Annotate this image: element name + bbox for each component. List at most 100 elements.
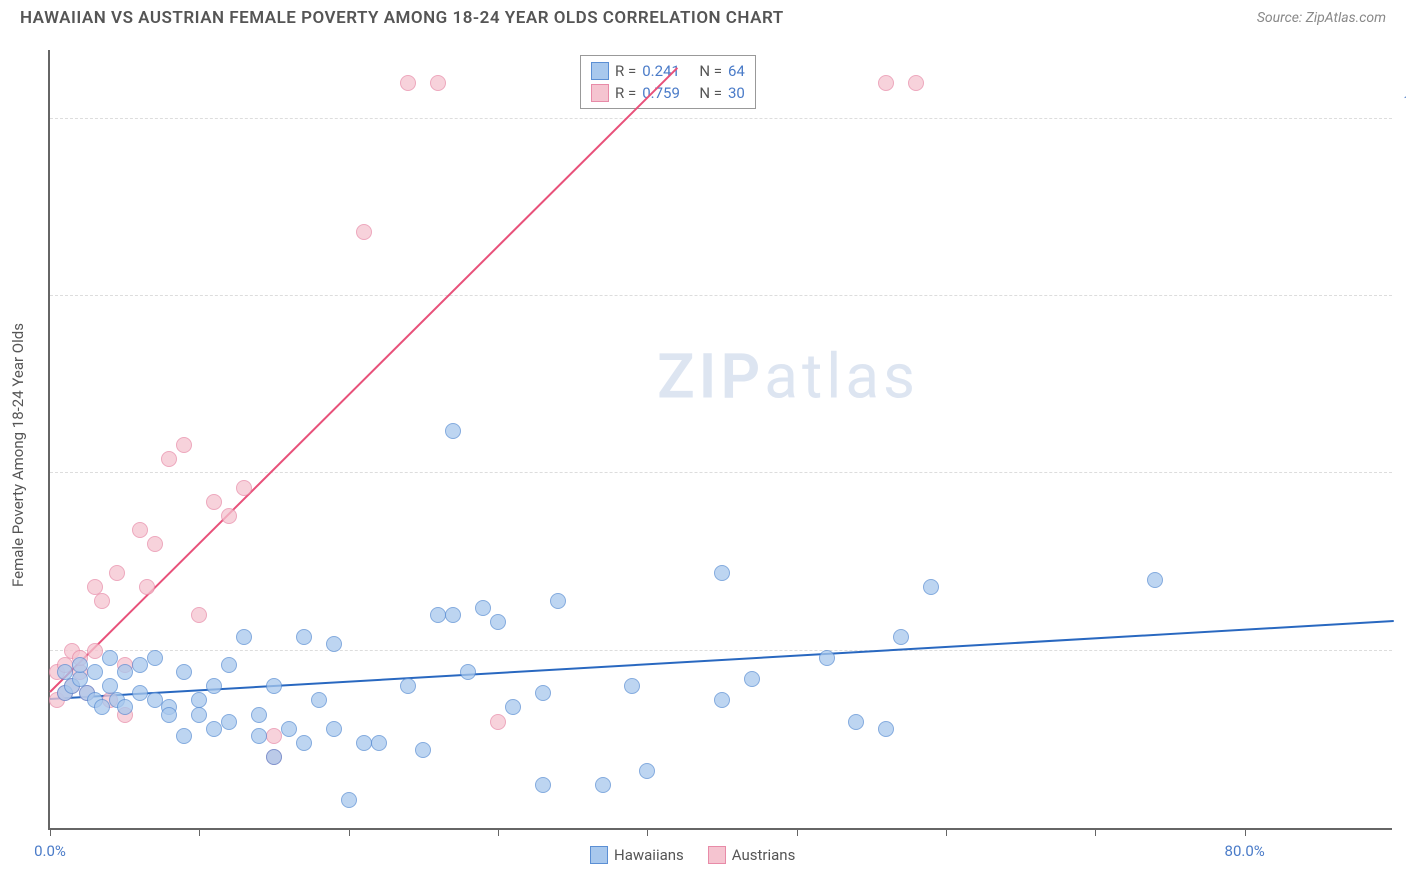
x-tick: [647, 828, 648, 836]
scatter-point-hawaiian: [445, 423, 461, 439]
scatter-point-hawaiian: [191, 707, 207, 723]
scatter-point-hawaiian: [430, 607, 446, 623]
scatter-point-hawaiian: [147, 692, 163, 708]
scatter-point-austrian: [191, 607, 207, 623]
x-tick: [199, 828, 200, 836]
chart-title: HAWAIIAN VS AUSTRIAN FEMALE POVERTY AMON…: [20, 8, 784, 28]
scatter-point-austrian: [266, 728, 282, 744]
scatter-point-austrian: [147, 536, 163, 552]
scatter-point-hawaiian: [893, 629, 909, 645]
scatter-point-hawaiian: [848, 714, 864, 730]
scatter-point-austrian: [430, 75, 446, 91]
stats-swatch-austrians: [591, 84, 609, 102]
scatter-point-hawaiian: [117, 664, 133, 680]
stats-box: R = 0.241 N = 64 R = 0.759 N = 30: [580, 55, 756, 109]
x-tick: [1095, 828, 1096, 836]
scatter-point-hawaiian: [595, 777, 611, 793]
x-tick: [797, 828, 798, 836]
scatter-point-hawaiian: [475, 600, 491, 616]
scatter-point-hawaiian: [535, 685, 551, 701]
gridline: [50, 295, 1392, 296]
scatter-point-hawaiian: [176, 664, 192, 680]
stats-row: R = 0.759 N = 30: [591, 82, 745, 104]
scatter-point-hawaiian: [326, 721, 342, 737]
scatter-point-austrian: [94, 593, 110, 609]
scatter-point-austrian: [87, 643, 103, 659]
scatter-point-hawaiian: [490, 614, 506, 630]
chart-header: HAWAIIAN VS AUSTRIAN FEMALE POVERTY AMON…: [0, 0, 1406, 36]
scatter-point-hawaiian: [639, 763, 655, 779]
scatter-point-hawaiian: [923, 579, 939, 595]
scatter-point-hawaiian: [72, 657, 88, 673]
scatter-point-hawaiian: [102, 650, 118, 666]
scatter-point-austrian: [908, 75, 924, 91]
scatter-point-austrian: [490, 714, 506, 730]
scatter-point-hawaiian: [744, 671, 760, 687]
scatter-point-hawaiian: [94, 699, 110, 715]
scatter-point-hawaiian: [311, 692, 327, 708]
watermark-zip: ZIP: [657, 340, 764, 413]
scatter-point-hawaiian: [714, 692, 730, 708]
legend-label: Hawaiians: [614, 846, 684, 864]
scatter-point-hawaiian: [505, 699, 521, 715]
x-tick-label: 0.0%: [34, 842, 66, 860]
scatter-point-hawaiian: [1147, 572, 1163, 588]
scatter-point-hawaiian: [236, 629, 252, 645]
scatter-point-hawaiian: [206, 721, 222, 737]
x-tick: [50, 828, 51, 836]
scatter-point-austrian: [236, 480, 252, 496]
scatter-point-austrian: [878, 75, 894, 91]
stat-r-label: R =: [615, 84, 636, 102]
scatter-point-austrian: [221, 508, 237, 524]
scatter-point-hawaiian: [132, 657, 148, 673]
x-tick: [349, 828, 350, 836]
scatter-point-hawaiian: [296, 629, 312, 645]
gridline: [50, 650, 1392, 651]
y-axis-label: Female Poverty Among 18-24 Year Olds: [9, 323, 27, 587]
scatter-point-hawaiian: [266, 678, 282, 694]
scatter-point-hawaiian: [147, 650, 163, 666]
scatter-point-hawaiian: [535, 777, 551, 793]
gridline: [50, 472, 1392, 473]
scatter-point-hawaiian: [296, 735, 312, 751]
scatter-point-hawaiian: [415, 742, 431, 758]
stat-n-value: 64: [728, 62, 745, 80]
scatter-point-hawaiian: [281, 721, 297, 737]
scatter-point-hawaiian: [819, 650, 835, 666]
scatter-point-hawaiian: [714, 565, 730, 581]
x-tick: [1245, 828, 1246, 836]
scatter-point-hawaiian: [161, 707, 177, 723]
x-tick: [946, 828, 947, 836]
stat-r-value: 0.759: [642, 84, 680, 102]
scatter-point-hawaiian: [878, 721, 894, 737]
scatter-point-austrian: [132, 522, 148, 538]
stats-swatch-hawaiians: [591, 62, 609, 80]
scatter-point-hawaiian: [251, 728, 267, 744]
scatter-point-hawaiian: [445, 607, 461, 623]
legend-label: Austrians: [732, 846, 796, 864]
scatter-point-hawaiian: [624, 678, 640, 694]
scatter-point-hawaiian: [87, 664, 103, 680]
scatter-point-hawaiian: [326, 636, 342, 652]
scatter-point-hawaiian: [550, 593, 566, 609]
scatter-point-hawaiian: [460, 664, 476, 680]
scatter-point-hawaiian: [251, 707, 267, 723]
stats-row: R = 0.241 N = 64: [591, 60, 745, 82]
scatter-point-hawaiian: [400, 678, 416, 694]
scatter-point-austrian: [139, 579, 155, 595]
scatter-point-austrian: [109, 565, 125, 581]
scatter-point-hawaiian: [221, 657, 237, 673]
scatter-point-austrian: [161, 451, 177, 467]
scatter-point-hawaiian: [356, 735, 372, 751]
scatter-point-hawaiian: [341, 792, 357, 808]
legend-item-austrians: Austrians: [708, 846, 796, 864]
stat-r-label: R =: [615, 62, 636, 80]
trend-line: [49, 68, 678, 693]
scatter-point-austrian: [176, 437, 192, 453]
gridline: [50, 118, 1392, 119]
scatter-point-hawaiian: [176, 728, 192, 744]
trend-line: [50, 620, 1394, 700]
scatter-point-austrian: [206, 494, 222, 510]
stat-n-label: N =: [699, 62, 722, 80]
scatter-point-hawaiian: [132, 685, 148, 701]
